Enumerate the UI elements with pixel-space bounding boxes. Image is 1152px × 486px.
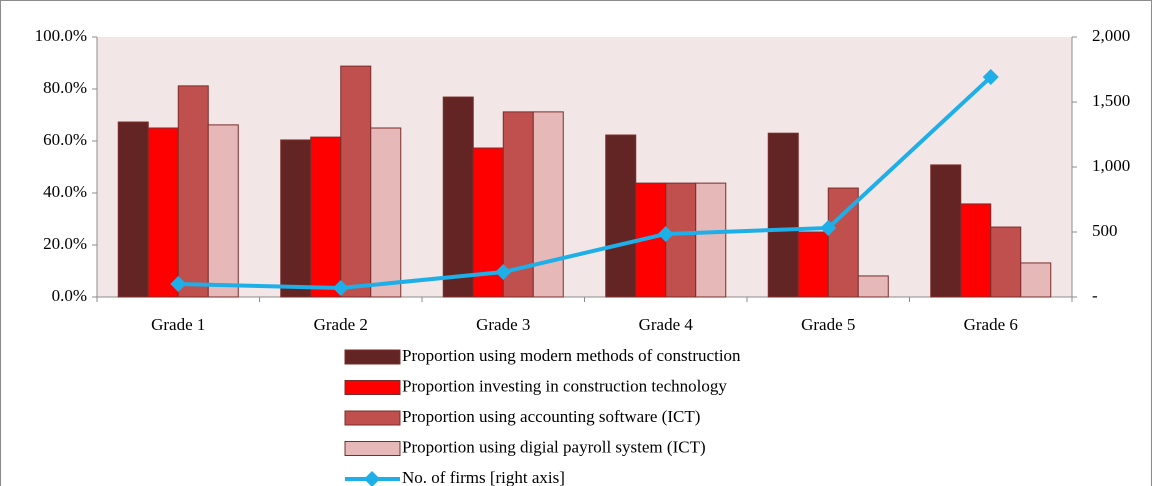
line-marker: [495, 264, 512, 281]
y2-tick-label: 2,000: [1092, 26, 1130, 45]
bar: [442, 96, 474, 298]
y-tick-label: 20.0%: [43, 234, 87, 253]
legend-swatch: [344, 441, 401, 456]
y2-tick-label: -: [1092, 286, 1098, 305]
line-marker: [820, 219, 837, 236]
line-series: [178, 75, 993, 291]
bar: [310, 136, 342, 298]
bar: [930, 164, 962, 298]
y2-tick-label: 1,500: [1092, 91, 1130, 110]
legend-swatch: [344, 349, 401, 365]
bar: [207, 124, 239, 298]
line-marker: [982, 69, 999, 86]
x-tick-label: Grade 1: [151, 315, 205, 334]
y-tick-label: 0.0%: [52, 286, 87, 305]
line-marker: [657, 225, 674, 242]
bar: [695, 182, 727, 298]
y-tick-label: 60.0%: [43, 130, 87, 149]
bar: [960, 203, 992, 298]
bar: [532, 111, 564, 298]
x-tick-label: Grade 3: [476, 315, 530, 334]
y2-tick-label: 1,000: [1092, 156, 1130, 175]
line-marker: [170, 276, 187, 292]
legend-swatch: [364, 471, 380, 486]
x-tick-label: Grade 5: [801, 315, 855, 334]
bar: [797, 231, 829, 298]
x-tick-label: Grade 6: [964, 315, 1018, 334]
legend-label: Proportion using digial payroll system (…: [402, 437, 706, 456]
bar: [280, 139, 312, 298]
bar: [147, 127, 179, 298]
y-tick-label: 80.0%: [43, 78, 87, 97]
bar: [605, 134, 637, 298]
legend-label: Proportion investing in construction tec…: [402, 376, 727, 395]
x-tick-label: Grade 2: [314, 315, 368, 334]
y2-tick-label: 500: [1092, 221, 1118, 240]
legend-swatch: [344, 380, 401, 395]
bar: [857, 275, 889, 298]
y-tick-label: 40.0%: [43, 182, 87, 201]
bar: [665, 182, 697, 298]
bar: [1020, 262, 1052, 298]
plot-area: [97, 37, 1072, 297]
bar: [177, 85, 209, 298]
bar: [117, 121, 149, 298]
bar: [340, 65, 372, 298]
legend-label: Proportion using modern methods of const…: [402, 346, 741, 365]
legend-label: Proportion using accounting software (IC…: [402, 407, 700, 426]
legend-swatch: [344, 410, 401, 426]
bar: [370, 127, 402, 298]
bar: [767, 132, 799, 298]
bar: [990, 226, 1022, 298]
x-tick-label: Grade 4: [639, 315, 694, 334]
line-marker: [332, 280, 349, 297]
legend-label: No. of firms [right axis]: [402, 468, 565, 486]
y-tick-label: 100.0%: [35, 26, 87, 45]
